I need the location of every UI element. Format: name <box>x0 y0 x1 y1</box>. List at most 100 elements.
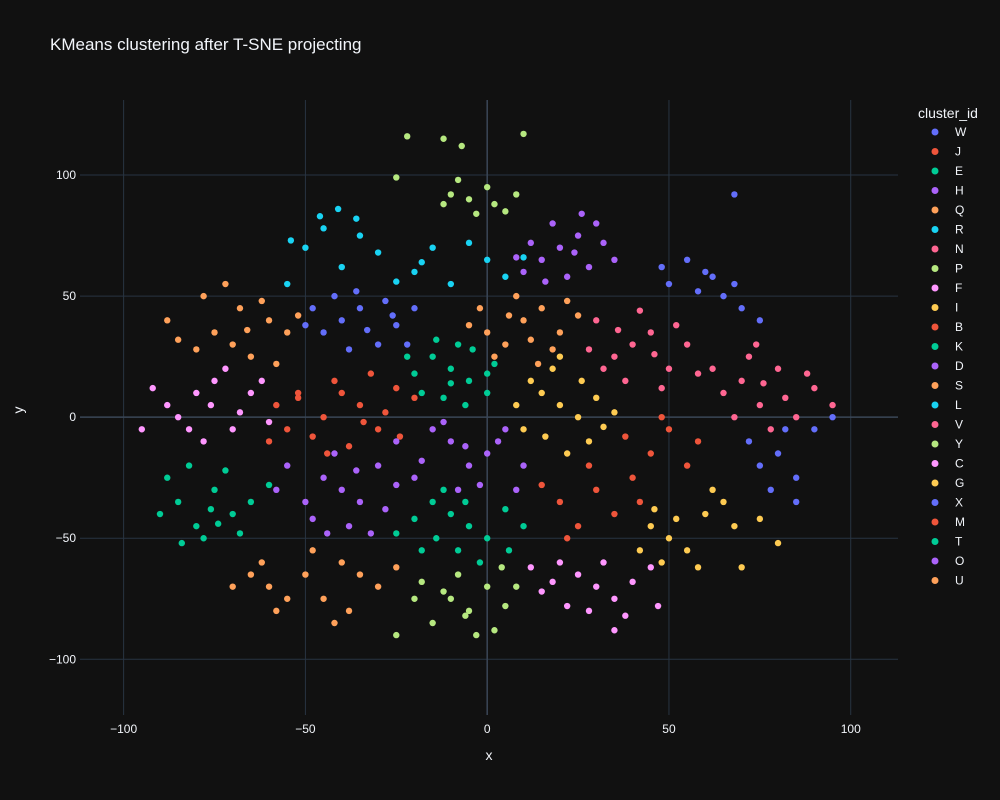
legend-item-Y[interactable]: Y <box>931 437 964 451</box>
point-G-10 <box>709 486 716 494</box>
legend-marker-L <box>931 401 939 409</box>
point-H-12 <box>611 256 618 264</box>
point-K-4 <box>411 370 418 377</box>
point-V-10 <box>760 380 767 387</box>
point-X-17 <box>782 426 789 433</box>
point-U-12 <box>309 547 316 554</box>
legend-marker-Q <box>931 206 939 214</box>
legend-item-Q[interactable]: Q <box>931 203 965 217</box>
point-K-3 <box>483 389 491 397</box>
legend-item-L[interactable]: L <box>931 398 963 412</box>
point-G-11 <box>651 505 658 513</box>
point-K-0 <box>447 365 455 372</box>
point-Y-3 <box>502 208 509 215</box>
point-Q-11 <box>476 305 484 312</box>
point-Y-2 <box>447 191 455 198</box>
point-V-0 <box>738 377 745 385</box>
point-J-10 <box>294 394 302 402</box>
series-M <box>265 389 302 445</box>
point-N-9 <box>658 384 665 392</box>
point-Q-4 <box>556 329 564 336</box>
point-S-2 <box>247 353 255 360</box>
point-S-6 <box>193 346 200 353</box>
point-F-3 <box>229 426 236 433</box>
point-X-12 <box>793 474 800 481</box>
point-I-4 <box>593 394 600 402</box>
point-Q-8 <box>491 353 498 360</box>
point-Q-5 <box>465 321 473 329</box>
point-K-2 <box>429 353 436 360</box>
point-S-4 <box>211 329 218 336</box>
point-B-5 <box>611 510 618 518</box>
legend-item-U[interactable]: U <box>931 574 964 588</box>
x-tick-label-4: 100 <box>841 722 861 736</box>
point-D-3 <box>483 450 491 457</box>
legend-item-O[interactable]: O <box>931 554 965 568</box>
legend-item-P[interactable]: P <box>931 262 964 276</box>
legend-item-B[interactable]: B <box>931 320 964 334</box>
point-X-13 <box>745 438 753 445</box>
point-B-2 <box>629 474 636 481</box>
point-D-4 <box>411 474 418 481</box>
legend-item-I[interactable]: I <box>931 301 959 315</box>
legend-item-X[interactable]: X <box>931 496 964 510</box>
point-P-6 <box>411 595 418 602</box>
legend-item-K[interactable]: K <box>931 340 964 354</box>
point-E-8 <box>222 467 229 474</box>
series-K <box>404 336 498 409</box>
point-N-2 <box>647 329 654 336</box>
point-Y-0 <box>465 196 473 203</box>
legend-item-J[interactable]: J <box>931 145 962 159</box>
point-S-7 <box>273 360 280 368</box>
point-H-10 <box>513 254 520 261</box>
point-J-11 <box>411 394 418 402</box>
point-E-4 <box>164 474 171 481</box>
point-O-0 <box>338 486 345 494</box>
x-tick-label-0: −100 <box>110 722 137 736</box>
point-F-12 <box>138 426 146 433</box>
point-H-4 <box>585 263 593 271</box>
legend-item-G[interactable]: G <box>931 476 965 490</box>
legend-item-F[interactable]: F <box>931 281 963 295</box>
legend-item-N[interactable]: N <box>931 242 964 256</box>
point-H-6 <box>600 239 607 247</box>
series-E <box>156 462 273 547</box>
legend-item-V[interactable]: V <box>931 418 964 432</box>
point-F-1 <box>174 413 182 421</box>
legend-item-C[interactable]: C <box>931 457 965 471</box>
legend-item-R[interactable]: R <box>931 223 965 237</box>
point-E-7 <box>185 462 193 469</box>
legend-marker-M <box>931 518 939 526</box>
point-K-14 <box>447 380 455 387</box>
legend-item-W[interactable]: W <box>931 125 968 139</box>
legend-item-S[interactable]: S <box>931 379 964 393</box>
point-O-5 <box>345 522 353 530</box>
point-C-9 <box>563 602 571 610</box>
point-O-2 <box>320 474 327 481</box>
series-H <box>513 210 618 285</box>
point-E-5 <box>200 535 207 542</box>
series-L <box>287 205 360 244</box>
point-H-14 <box>578 210 585 217</box>
legend-item-M[interactable]: M <box>931 515 966 529</box>
point-Q-0 <box>520 317 527 324</box>
point-T-8 <box>520 522 527 530</box>
legend-item-D[interactable]: D <box>931 359 965 373</box>
legend-item-T[interactable]: T <box>931 535 964 549</box>
point-D-7 <box>393 438 400 445</box>
point-Q-14 <box>534 360 542 368</box>
legend-item-E[interactable]: E <box>931 164 964 178</box>
point-F-14 <box>258 377 265 385</box>
series-R <box>284 225 527 288</box>
point-D-10 <box>476 481 484 489</box>
point-V-2 <box>774 365 782 372</box>
series-I <box>513 353 618 457</box>
point-W-2 <box>356 305 364 312</box>
point-U-7 <box>302 571 309 578</box>
legend-item-H[interactable]: H <box>931 184 964 198</box>
point-W-4 <box>393 321 400 329</box>
y-tick-label-3: 50 <box>63 289 77 303</box>
point-V-13 <box>803 370 811 377</box>
